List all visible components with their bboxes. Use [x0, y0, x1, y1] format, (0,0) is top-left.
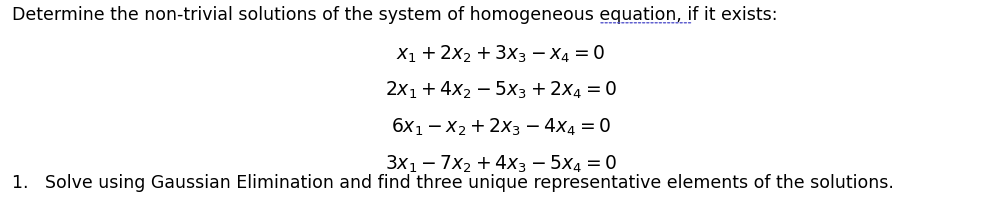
Text: 1.   Solve using Gaussian Elimination and find three unique representative eleme: 1. Solve using Gaussian Elimination and …: [12, 174, 894, 192]
Text: $2x_1 + 4x_2 - 5x_3 + 2x_4 = 0$: $2x_1 + 4x_2 - 5x_3 + 2x_4 = 0$: [385, 80, 617, 102]
Text: Determine the non-trivial solutions of the system of homogeneous equation, if it: Determine the non-trivial solutions of t…: [12, 6, 778, 24]
Text: $6x_1 - x_2 + 2x_3 - 4x_4 = 0$: $6x_1 - x_2 + 2x_3 - 4x_4 = 0$: [391, 117, 611, 138]
Text: $x_1 + 2x_2 + 3x_3 - x_4 = 0$: $x_1 + 2x_2 + 3x_3 - x_4 = 0$: [397, 44, 605, 65]
Text: $3x_1 - 7x_2 + 4x_3 - 5x_4 = 0$: $3x_1 - 7x_2 + 4x_3 - 5x_4 = 0$: [385, 153, 617, 175]
